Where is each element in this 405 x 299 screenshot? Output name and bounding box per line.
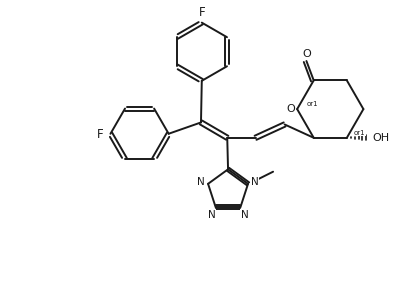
- Text: N: N: [197, 177, 205, 187]
- Text: F: F: [97, 128, 103, 141]
- Text: O: O: [285, 104, 294, 114]
- Text: N: N: [250, 177, 258, 187]
- Text: N: N: [240, 210, 248, 219]
- Text: OH: OH: [371, 133, 388, 143]
- Text: or1: or1: [305, 101, 317, 107]
- Text: N: N: [207, 210, 215, 219]
- Text: F: F: [198, 6, 205, 19]
- Text: or1: or1: [353, 129, 365, 135]
- Text: O: O: [302, 49, 311, 59]
